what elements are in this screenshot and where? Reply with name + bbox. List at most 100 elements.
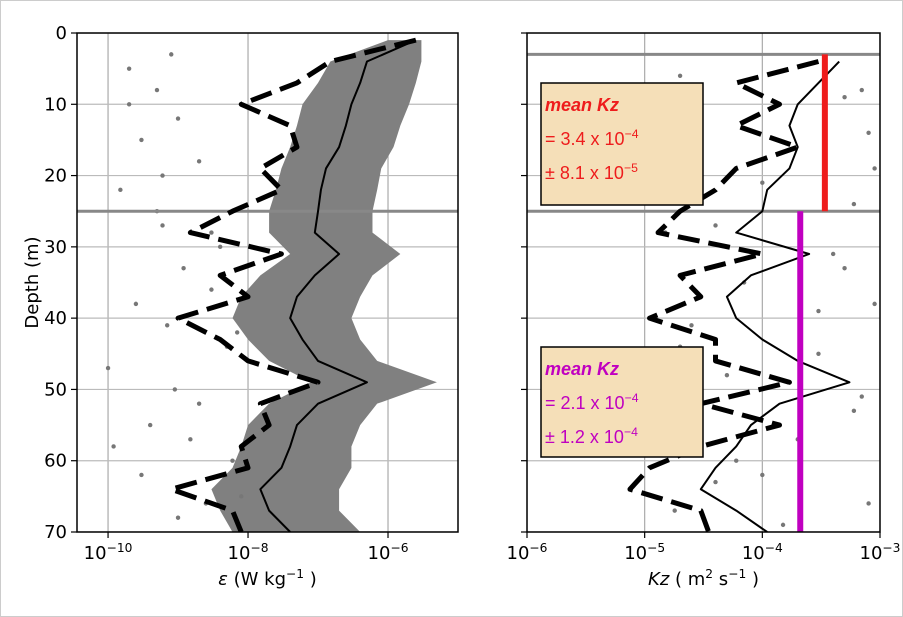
solid-line: [699, 60, 851, 532]
scatter-point: [154, 87, 160, 93]
tick-exponent: −6: [390, 541, 408, 555]
scatter-point: [188, 437, 193, 442]
annotation-line: mean Kz: [545, 359, 619, 379]
text-part: ( m: [669, 569, 705, 590]
tick-base: 10: [742, 543, 765, 564]
y-tick-label: 10: [44, 94, 67, 115]
scatter-point: [160, 223, 165, 228]
scatter-point: [830, 251, 836, 257]
scatter-point: [175, 515, 181, 520]
scatter-point: [234, 330, 240, 335]
scatter-point: [866, 130, 871, 135]
scatter-point: [713, 223, 718, 228]
scatter-point: [866, 501, 871, 506]
scatter-point: [126, 66, 132, 71]
y-tick-label: 0: [56, 23, 67, 44]
scatter-point: [851, 408, 857, 414]
tick-exponent: −5: [647, 541, 665, 555]
scatter-point: [816, 308, 821, 314]
scatter-point: [133, 301, 139, 307]
scatter-point: [816, 351, 821, 356]
annotation-box: [540, 82, 704, 206]
scatter-point: [196, 401, 202, 406]
tick-base: 10: [507, 543, 530, 564]
x-tick-label: 10−4: [742, 541, 783, 564]
axes-frame: [526, 32, 881, 533]
annotation-line: = 3.4 x 10−4: [545, 127, 639, 149]
scatter-point: [209, 230, 214, 235]
text-part: −4: [625, 391, 639, 405]
annotation-line: ± 8.1 x 10−5: [545, 161, 638, 183]
scatter-point: [181, 266, 186, 271]
scatter-point: [160, 173, 165, 178]
scatter-point: [175, 116, 181, 121]
annotation-line: ± 1.2 x 10−4: [545, 425, 638, 447]
scatter-point: [105, 365, 111, 371]
tick-base: 10: [624, 543, 647, 564]
scatter-point: [780, 522, 786, 528]
dashed-line: [168, 37, 417, 532]
axes-frame: [76, 32, 459, 533]
x-axis-label: ε (W kg−1 ): [218, 567, 317, 590]
tick-exponent: −8: [250, 541, 268, 555]
text-part: ): [304, 569, 317, 590]
text-part: −1: [728, 567, 746, 581]
tick-exponent: −10: [107, 541, 133, 555]
x-tick-label: 10−6: [368, 541, 409, 564]
scatter-point: [760, 472, 765, 478]
tick-base: 10: [84, 543, 107, 564]
tick-base: 10: [860, 543, 883, 564]
tick-exponent: −6: [529, 541, 547, 555]
scatter-point: [139, 137, 144, 143]
text-part: 2: [705, 567, 713, 581]
x-tick-label: 10−8: [228, 541, 269, 564]
x-tick-label: 10−3: [860, 541, 901, 564]
annotation-line: = 2.1 x 10−4: [545, 391, 639, 413]
scatter-point: [169, 52, 174, 57]
text-part: mean Kz: [545, 359, 619, 379]
scatter-point: [165, 323, 170, 328]
scatter-point: [217, 244, 223, 250]
scatter-point: [859, 394, 864, 399]
scatter-point: [859, 87, 864, 93]
y-tick-label: 60: [44, 451, 67, 472]
text-part: −5: [624, 161, 638, 175]
scatter-point: [872, 301, 877, 307]
y-axis-label: Depth (m): [22, 236, 43, 328]
y-tick-label: 20: [44, 166, 67, 187]
text-part: −1: [286, 567, 304, 581]
tick-base: 10: [368, 543, 391, 564]
text-part: ± 8.1 x 10: [545, 163, 624, 183]
text-part: Kz: [648, 569, 670, 590]
scatter-point: [118, 187, 123, 193]
scatter-point: [677, 73, 683, 78]
text-part: ± 1.2 x 10: [545, 427, 624, 447]
scatter-point: [713, 479, 718, 485]
range-band: [211, 40, 437, 532]
tick-exponent: −4: [765, 541, 783, 555]
scatter-point: [851, 201, 857, 207]
scatter-point: [239, 494, 244, 499]
scatter-point: [139, 472, 144, 478]
y-tick-label: 40: [44, 308, 67, 329]
text-part: = 3.4 x 10: [545, 129, 625, 149]
tick-base: 10: [228, 543, 251, 564]
text-part: = 2.1 x 10: [545, 393, 625, 413]
scatter-point: [734, 458, 739, 463]
scatter-point: [672, 508, 677, 513]
text-part: ): [746, 569, 759, 590]
annotation-line: mean Kz: [545, 95, 619, 115]
x-tick-label: 10−6: [507, 541, 548, 564]
x-tick-label: 10−10: [84, 541, 133, 564]
text-part: −4: [624, 425, 638, 439]
scatter-point: [842, 94, 847, 100]
y-tick-label: 50: [44, 379, 67, 400]
scatter-point: [724, 372, 730, 378]
scatter-point: [230, 458, 235, 463]
scatter-point: [172, 387, 178, 392]
solid-line: [259, 39, 417, 532]
scatter-point: [126, 102, 132, 107]
scatter-point: [842, 266, 847, 271]
